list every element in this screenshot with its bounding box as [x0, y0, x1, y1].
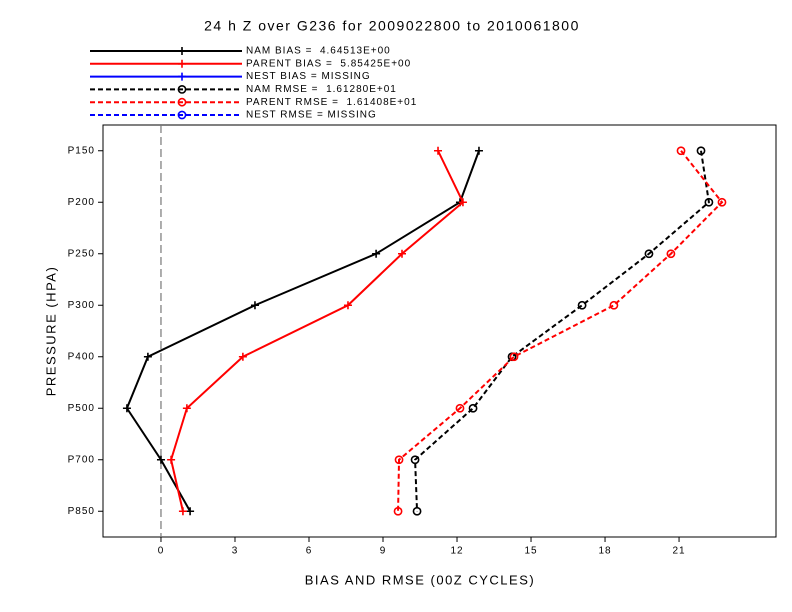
plot-frame: [102, 124, 777, 538]
series-line: [125, 150, 480, 512]
legend-marker: [177, 97, 187, 107]
data-point: [458, 198, 467, 207]
y-axis-label: PRESSURE (HPA): [43, 266, 58, 397]
y-tick-label: P250: [68, 248, 95, 259]
data-point: [412, 506, 422, 516]
data-point: [455, 403, 465, 413]
legend-marker: [177, 85, 187, 94]
data-point: [644, 249, 654, 259]
chart-title: 24 h Z over G236 for 2009022800 to 20100…: [204, 18, 580, 34]
x-tick-label: 6: [306, 546, 313, 557]
legend-label: NEST BIAS = MISSING: [246, 71, 371, 82]
x-tick-label: 15: [524, 546, 537, 557]
data-point: [343, 301, 352, 310]
data-point: [704, 197, 714, 207]
series-line: [397, 150, 724, 512]
x-tick-label: 0: [158, 546, 165, 557]
data-point: [474, 146, 483, 155]
data-point: [717, 197, 727, 207]
y-tick-label: P150: [68, 145, 95, 156]
data-point: [676, 146, 686, 156]
data-point: [178, 507, 187, 516]
data-point: [250, 301, 259, 310]
data-point: [238, 352, 247, 361]
data-point: [156, 455, 165, 464]
x-axis-label: BIAS AND RMSE (00Z CYCLES): [305, 572, 535, 587]
data-point: [398, 249, 407, 258]
data-point: [372, 249, 381, 258]
y-tick-label: P700: [68, 454, 95, 465]
legend-marker: [178, 47, 186, 55]
legend-label: NAM BIAS = 4.64513E+00: [246, 46, 391, 57]
legend-marker: [178, 59, 186, 68]
y-tick-label: P300: [68, 300, 95, 311]
legend-label: PARENT BIAS = 5.85425E+00: [246, 58, 411, 69]
data-point: [609, 300, 619, 310]
data-point: [577, 300, 587, 310]
data-point: [696, 146, 706, 156]
data-point: [394, 455, 404, 465]
series-line: [414, 150, 710, 512]
data-point: [122, 404, 131, 413]
x-tick-label: 9: [380, 546, 387, 557]
legend-label: PARENT RMSE = 1.61408E+01: [246, 97, 417, 108]
legend-label: NAM RMSE = 1.61280E+01: [246, 84, 397, 95]
data-point: [666, 249, 676, 259]
y-tick-label: P850: [68, 506, 95, 517]
y-tick-label: P400: [68, 351, 95, 362]
data-point: [167, 455, 176, 464]
x-tick-label: 12: [450, 546, 463, 557]
legend-marker: [178, 72, 186, 81]
legend-marker: [177, 110, 187, 120]
x-tick-label: 21: [672, 546, 685, 557]
x-tick-label: 18: [598, 546, 611, 557]
data-point: [468, 403, 478, 413]
y-tick-label: P500: [68, 403, 95, 414]
legend-label: NEST RMSE = MISSING: [246, 110, 377, 121]
data-point: [143, 352, 152, 361]
data-point: [182, 404, 191, 413]
data-point: [434, 146, 443, 155]
data-point: [509, 352, 519, 362]
x-tick-label: 3: [232, 546, 239, 557]
data-point: [410, 455, 420, 465]
series-line: [170, 150, 465, 512]
data-point: [186, 507, 195, 516]
data-point: [393, 506, 403, 516]
y-tick-label: P200: [68, 197, 95, 208]
